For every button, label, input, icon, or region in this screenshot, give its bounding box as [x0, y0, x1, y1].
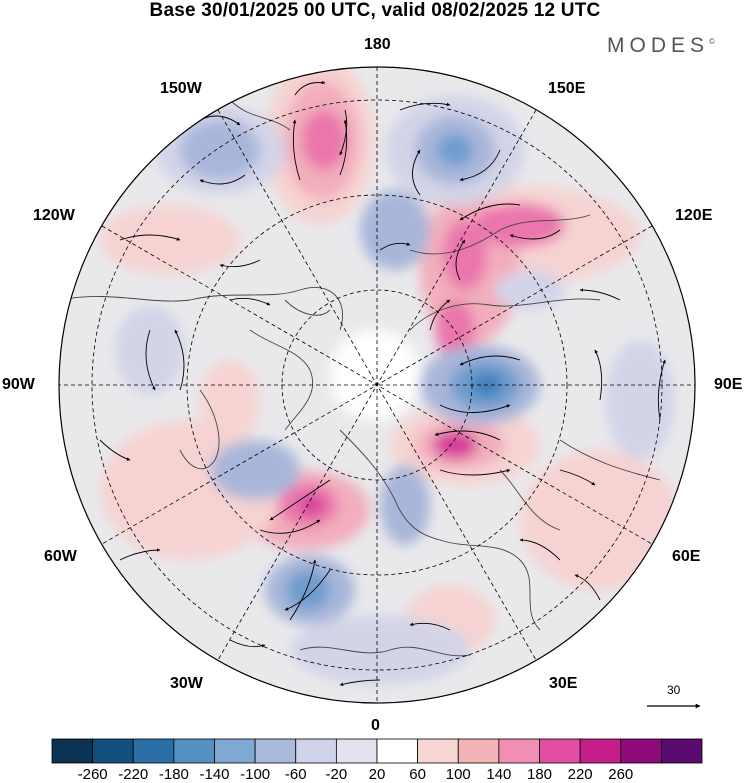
anomaly-field [59, 67, 695, 703]
lon-label-30w: 30W [170, 675, 203, 692]
colorbar-swatch [132, 738, 175, 764]
colorbar-tick-label: 100 [445, 766, 471, 783]
colorbar-swatch [620, 738, 662, 764]
lon-label-180: 180 [364, 36, 391, 53]
colorbar-tick-label: -260 [77, 766, 108, 783]
brand-name: MODES [607, 34, 710, 57]
colorbar-tick-label: -60 [284, 766, 307, 783]
colorbar-tick-label: 140 [486, 766, 512, 783]
colorbar-tick-label: 260 [608, 766, 634, 783]
colorbar-swatch [173, 738, 215, 764]
lon-label-120w: 120W [33, 207, 75, 224]
colorbar [51, 738, 703, 764]
lon-label-0: 0 [371, 717, 380, 734]
colorbar-swatch [51, 738, 94, 764]
reference-vector-label: 30 [667, 683, 681, 697]
lon-label-90e: 90E [714, 376, 743, 393]
colorbar-tick-label: 220 [567, 766, 593, 783]
colorbar-swatch [254, 738, 297, 764]
lon-label-150w: 150W [160, 80, 202, 97]
lon-label-60w: 60W [44, 548, 77, 565]
coastlines [59, 99, 661, 657]
lon-label-30e: 30E [549, 675, 578, 692]
colorbar-swatch [376, 738, 419, 764]
colorbar-swatch [214, 738, 256, 764]
colorbar-swatch [660, 738, 703, 764]
colorbar-tick-label: -180 [158, 766, 189, 783]
lon-label-120e: 120E [675, 207, 713, 224]
brand-mark: © [709, 37, 715, 46]
lon-label-90w: 90W [2, 376, 35, 393]
wind-vectors [99, 80, 666, 686]
colorbar-tick-label: -140 [199, 766, 230, 783]
brand-logo: MODES© [607, 34, 715, 58]
lon-label-150e: 150E [548, 80, 586, 97]
colorbar-swatch [417, 738, 459, 764]
colorbar-swatch [539, 738, 581, 764]
colorbar-swatch [498, 738, 540, 764]
graticule [59, 67, 695, 703]
map-boundary [58, 66, 696, 704]
colorbar-tick-label: -20 [325, 766, 348, 783]
colorbar-tick-label: -100 [240, 766, 271, 783]
colorbar-tick-label: 180 [526, 766, 553, 783]
colorbar-swatch [295, 738, 337, 764]
colorbar-tick-label: -220 [118, 766, 149, 783]
colorbar-tick-label: 20 [368, 766, 386, 783]
colorbar-swatch [579, 738, 622, 764]
colorbar-tick-label: 60 [409, 766, 426, 783]
colorbar-swatch [92, 738, 134, 764]
map-title: Base 30/01/2025 00 UTC, valid 08/02/2025… [149, 0, 601, 21]
lon-label-60e: 60E [672, 548, 701, 565]
colorbar-swatch [457, 738, 500, 764]
colorbar-swatch [335, 738, 378, 764]
